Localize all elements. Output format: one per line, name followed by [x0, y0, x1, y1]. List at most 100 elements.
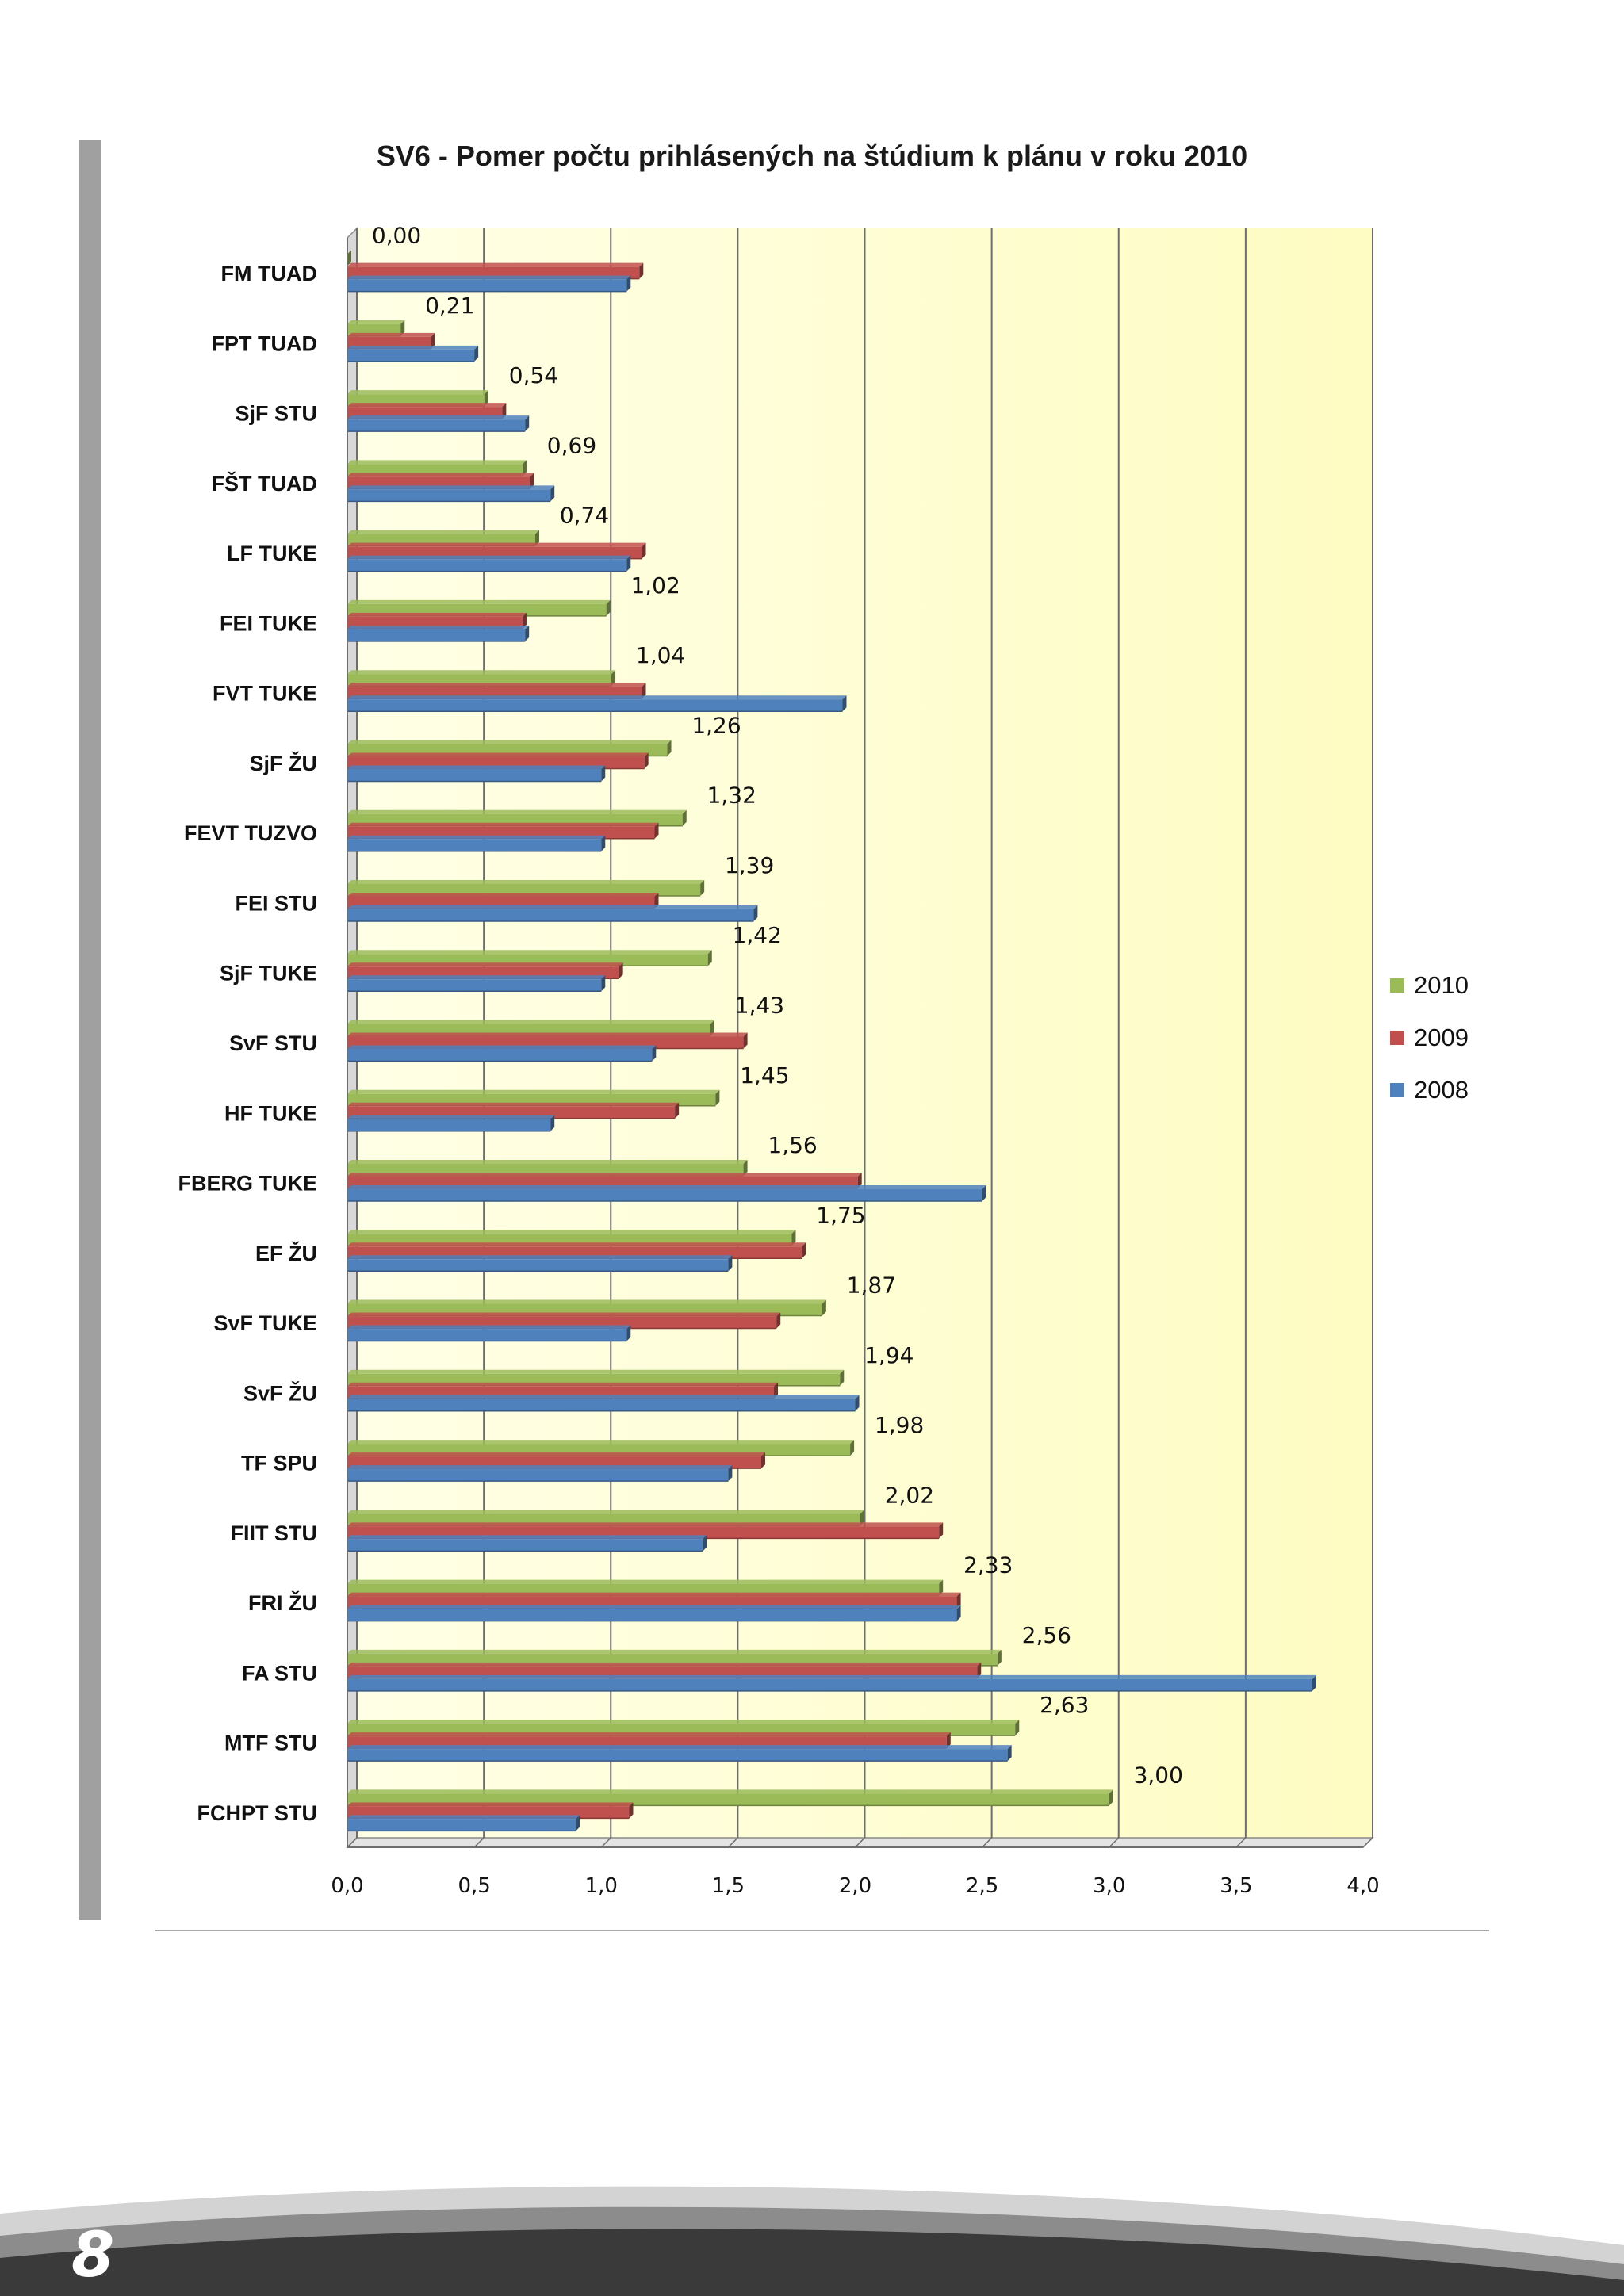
bar-2008 — [347, 1185, 986, 1202]
x-tick-label: 0,5 — [458, 1874, 490, 1898]
category-label: FRI ŽU — [248, 1590, 317, 1615]
category-label: TF SPU — [241, 1452, 317, 1475]
category-label: FBERG TUKE — [178, 1172, 318, 1196]
data-label: 1,42 — [733, 922, 782, 948]
gridline-floor — [347, 1837, 358, 1848]
legend-label: 2009 — [1414, 1024, 1469, 1051]
category-label: SjF ŽU — [250, 751, 318, 775]
bar-2008 — [347, 1745, 1012, 1762]
bar-2008 — [347, 695, 847, 712]
legend-swatch — [1390, 978, 1404, 993]
data-label: 2,33 — [963, 1552, 1013, 1578]
data-label: 1,87 — [847, 1272, 896, 1299]
gridline-floor — [473, 1837, 485, 1848]
category-label: FEI TUKE — [220, 611, 317, 635]
legend-entry-2010: 2010 — [1390, 971, 1469, 999]
bar-2008 — [347, 1465, 733, 1482]
legend-entry-2009: 2009 — [1390, 1024, 1469, 1051]
category-label: FIIT STU — [231, 1521, 318, 1545]
x-tick-label: 4,0 — [1346, 1874, 1379, 1898]
x-tick-label: 0,0 — [331, 1874, 363, 1898]
bar-2008 — [347, 1674, 1316, 1692]
bar-2008 — [347, 975, 606, 992]
category-label: SjF STU — [235, 402, 317, 426]
bar-2008 — [347, 415, 530, 432]
data-label: 2,56 — [1022, 1622, 1071, 1648]
gridline-floor — [1362, 1837, 1373, 1848]
chart-title: SV6 - Pomer počtu prihlásených na štúdiu… — [376, 140, 1248, 172]
bar-2010 — [347, 250, 351, 266]
category-label: FCHPT STU — [197, 1801, 318, 1825]
bar-2008 — [347, 1255, 733, 1272]
data-label: 1,43 — [735, 993, 784, 1019]
legend-swatch — [1390, 1031, 1404, 1045]
category-label: FVT TUKE — [213, 682, 317, 706]
legend-label: 2010 — [1414, 971, 1469, 999]
footer-swoosh — [0, 2186, 1624, 2296]
x-tick-label: 2,0 — [839, 1874, 871, 1898]
gridline-floor — [1109, 1837, 1120, 1848]
data-label: 1,45 — [740, 1062, 789, 1089]
bar-2008 — [347, 905, 758, 922]
data-label: 3,00 — [1134, 1762, 1183, 1788]
legend-swatch — [1390, 1083, 1404, 1097]
gridline-floor — [1235, 1837, 1247, 1848]
category-label: MTF STU — [224, 1732, 317, 1755]
data-label: 0,21 — [425, 293, 474, 319]
bar-2008 — [347, 625, 530, 642]
x-tick-label: 3,0 — [1093, 1874, 1125, 1898]
category-label: EF ŽU — [255, 1241, 317, 1265]
bar-2008 — [347, 1115, 555, 1132]
data-label: 2,02 — [885, 1482, 934, 1508]
bar-2008 — [347, 1605, 961, 1622]
data-label: 0,69 — [547, 432, 596, 458]
category-label: LF TUKE — [227, 541, 317, 565]
category-label: HF TUKE — [224, 1101, 317, 1125]
bar-2008 — [347, 835, 606, 852]
data-label: 2,63 — [1040, 1692, 1089, 1718]
data-label: 1,26 — [691, 712, 741, 738]
legend-label: 2008 — [1414, 1076, 1469, 1104]
data-label: 1,75 — [816, 1202, 865, 1228]
data-label: 1,94 — [864, 1342, 914, 1368]
category-label: SvF ŽU — [243, 1380, 317, 1405]
data-label: 1,39 — [725, 852, 774, 878]
gridline-floor — [854, 1837, 866, 1848]
x-tick-label: 1,0 — [585, 1874, 618, 1898]
category-label: SvF TUKE — [213, 1311, 317, 1335]
bar-2008 — [347, 1045, 657, 1062]
bar-2008 — [347, 1325, 631, 1342]
x-tick-label: 2,5 — [966, 1874, 998, 1898]
gridline-floor — [982, 1837, 993, 1848]
bar-2008 — [347, 275, 631, 293]
bottom-divider — [155, 1930, 1489, 1931]
category-label: SvF STU — [229, 1031, 317, 1055]
category-label: FEI STU — [235, 891, 317, 915]
page-number: 8 — [71, 2220, 115, 2291]
category-label: FA STU — [242, 1661, 317, 1685]
x-tick-label: 1,5 — [712, 1874, 745, 1898]
category-label: FPT TUAD — [212, 331, 317, 355]
data-label: 1,56 — [768, 1132, 817, 1158]
bar-2008 — [347, 345, 479, 362]
x-tick-label: 3,5 — [1220, 1874, 1252, 1898]
bar-2008 — [347, 555, 631, 572]
bar-2008 — [347, 1535, 707, 1552]
data-label: 1,04 — [636, 642, 685, 668]
bar-2008 — [347, 765, 606, 783]
category-label: FM TUAD — [221, 262, 317, 285]
gridline-floor — [727, 1837, 738, 1848]
data-label: 0,74 — [560, 503, 609, 529]
side-accent-bar — [79, 140, 102, 1920]
data-label: 0,54 — [509, 362, 558, 388]
gridline-floor — [600, 1837, 611, 1848]
bar-2008 — [347, 1815, 580, 1832]
data-label: 1,02 — [630, 572, 680, 599]
data-label: 1,98 — [875, 1412, 924, 1438]
data-label: 1,32 — [707, 783, 756, 809]
bar-2008 — [347, 1395, 860, 1412]
category-label: FŠT TUAD — [212, 471, 317, 496]
category-label: SjF TUKE — [220, 962, 317, 985]
data-label: 0,00 — [372, 223, 421, 249]
